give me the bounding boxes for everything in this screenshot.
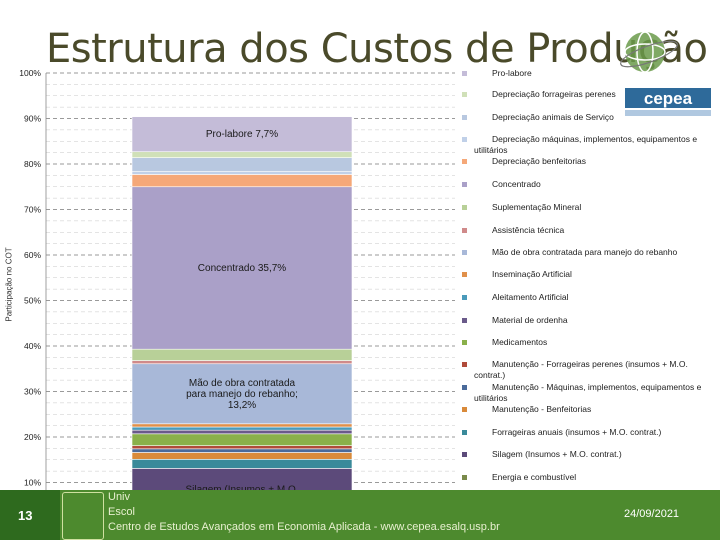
- legend-swatch: [462, 295, 467, 300]
- legend-swatch: [462, 340, 467, 345]
- legend-label: Manutenção - Máquinas, implementos, equi…: [474, 382, 702, 403]
- legend-swatch: [462, 71, 467, 76]
- y-tick-label: 10%: [24, 478, 41, 488]
- legend-label: Silagem (Insumos + M.O. contrat.): [492, 449, 622, 459]
- footer-bar: [0, 490, 720, 540]
- globe-logo-icon: [620, 31, 678, 73]
- legend-label: Medicamentos: [492, 337, 548, 347]
- bar-data-label: para manejo do rebanho;: [186, 389, 298, 400]
- y-ticks: 0%10%20%30%40%50%60%70%80%90%100%: [19, 68, 41, 533]
- bar-segment: [131, 151, 353, 158]
- legend-swatch: [462, 407, 467, 412]
- bar-segment: [131, 426, 353, 431]
- legend-label: Pro-labore: [492, 68, 532, 78]
- bar-data-label: Mão de obra contratada: [189, 378, 296, 389]
- y-tick-label: 20%: [24, 432, 41, 442]
- legend-swatch: [462, 452, 467, 457]
- bar-segment: [131, 448, 353, 453]
- footer-line-1: Univ: [108, 491, 131, 503]
- bar-segment: [131, 174, 353, 188]
- legend-label: Concentrado: [492, 179, 541, 189]
- esalq-logo-icon: [62, 492, 104, 540]
- legend-label: Forrageiras anuais (insumos + M.O. contr…: [492, 427, 662, 437]
- legend-label: Depreciação animais de Serviço: [492, 112, 614, 122]
- legend-label: Depreciação forrageiras perenes: [492, 89, 616, 99]
- bar-segment: [131, 170, 353, 175]
- legend-swatch: [462, 430, 467, 435]
- bar-data-label: Concentrado 35,7%: [198, 263, 287, 274]
- bar-segment: [131, 423, 353, 428]
- legend-swatch: [462, 92, 467, 97]
- bar-segment: [131, 433, 353, 446]
- bar-segment: [131, 458, 353, 469]
- legend-label: Energia e combustível: [492, 472, 577, 482]
- footer-line-3: Centro de Estudos Avançados em Economia …: [108, 521, 500, 533]
- legend-swatch: [462, 137, 467, 142]
- legend-swatch: [462, 318, 467, 323]
- legend-label: Aleitamento Artificial: [492, 292, 569, 302]
- y-tick-label: 50%: [24, 296, 41, 306]
- legend-swatch: [462, 362, 467, 367]
- y-tick-label: 60%: [24, 250, 41, 260]
- slide-number: 13: [18, 508, 33, 523]
- bar-segment: [131, 360, 353, 365]
- y-tick-label: 80%: [24, 159, 41, 169]
- bar-segment: [131, 348, 353, 361]
- bar-segment: [131, 429, 353, 435]
- legend-swatch: [462, 115, 467, 120]
- legend-swatch: [462, 159, 467, 164]
- bar-segment: [131, 186, 353, 350]
- legend-swatch: [462, 250, 467, 255]
- logo-text: cepea: [644, 89, 693, 108]
- bar-segment: [131, 116, 353, 153]
- legend-label: Depreciação máquinas, implementos, equip…: [474, 134, 698, 155]
- slide-title: Estrutura dos Custos de Produção: [46, 26, 708, 72]
- y-tick-label: 90%: [24, 114, 41, 124]
- legend-label: Assistência técnica: [492, 225, 565, 235]
- legend-label: Material de ordenha: [492, 315, 568, 325]
- legend-swatch: [462, 272, 467, 277]
- y-tick-label: 30%: [24, 387, 41, 397]
- y-tick-label: 70%: [24, 205, 41, 215]
- legend-label: Inseminação Artificial: [492, 269, 572, 279]
- slide-number-box: [0, 490, 60, 540]
- legend-swatch: [462, 228, 467, 233]
- bar-data-label: 13,2%: [228, 400, 256, 411]
- y-tick-label: 100%: [19, 68, 41, 78]
- legend-label: Mão de obra contratada para manejo do re…: [492, 247, 678, 257]
- legend-label: Suplementação Mineral: [492, 202, 582, 212]
- footer-line-2: Escol: [108, 506, 135, 518]
- y-tick-label: 40%: [24, 341, 41, 351]
- legend-label: Manutenção - Forrageiras perenes (insumo…: [474, 359, 688, 380]
- bar-segment: [131, 157, 353, 172]
- bar-segments: [131, 116, 353, 529]
- legend-swatch: [462, 205, 467, 210]
- bar-segment: [131, 363, 353, 425]
- legend-label: Manutenção - Benfeitorias: [492, 404, 592, 414]
- bar-data-label: Pro-labore 7,7%: [206, 129, 278, 140]
- slide-date: 24/09/2021: [624, 508, 680, 520]
- legend-swatch: [462, 182, 467, 187]
- legend-swatch: [462, 385, 467, 390]
- bar-segment: [131, 452, 353, 460]
- cepea-logo-icon: cepea: [625, 88, 711, 116]
- legend-swatch: [462, 475, 467, 480]
- legend-label: Depreciação benfeitorias: [492, 156, 587, 166]
- bar-segment: [131, 445, 353, 450]
